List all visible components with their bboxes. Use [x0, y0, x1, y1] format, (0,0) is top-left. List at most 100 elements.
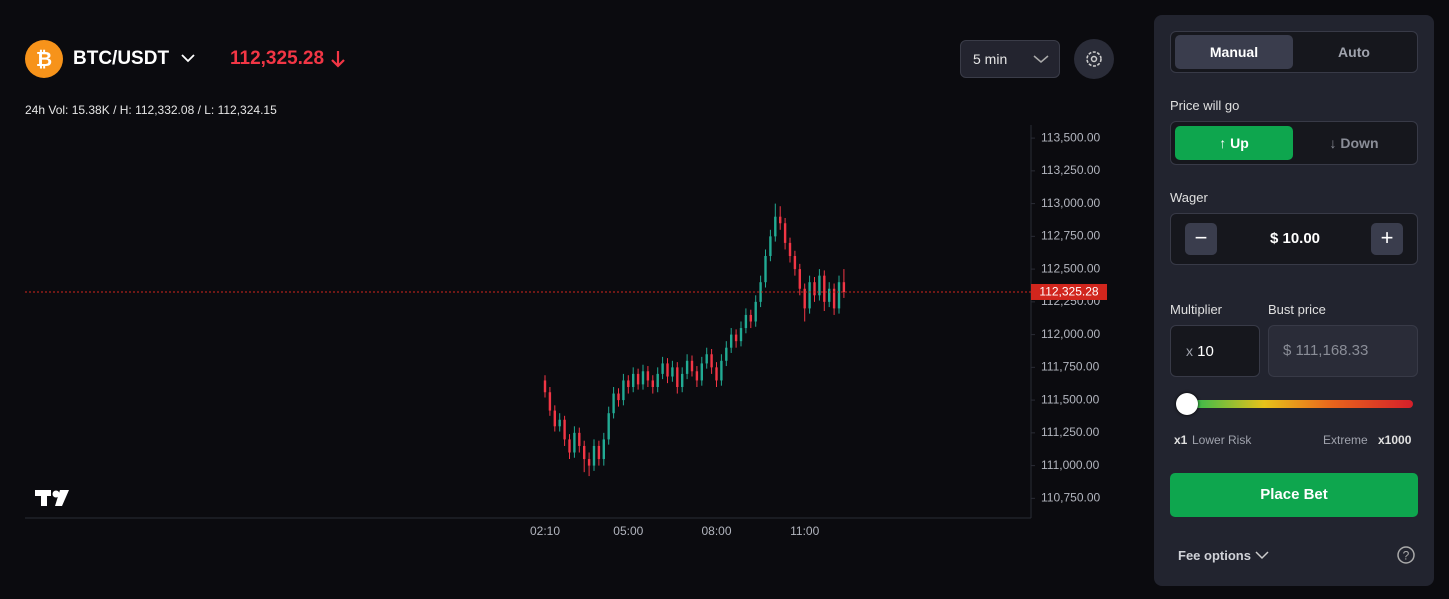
candle-body	[705, 354, 708, 364]
candle-body	[793, 256, 797, 270]
candle-body	[685, 360, 689, 374]
candle-body	[744, 314, 748, 329]
candle-body	[627, 380, 630, 387]
candle-body	[636, 373, 640, 385]
candle-body	[754, 301, 757, 322]
candle-body	[798, 269, 801, 289]
y-tick-label: 113,500.00	[1041, 130, 1100, 144]
candle-body	[656, 373, 659, 387]
x-tick-label: 02:10	[530, 524, 560, 538]
place-bet-button[interactable]: Place Bet	[1170, 473, 1418, 517]
slider-knob[interactable]	[1176, 393, 1198, 415]
y-tick-label: 110,750.00	[1041, 491, 1100, 505]
x-tick-label: 05:00	[613, 524, 643, 538]
candle-body	[779, 216, 782, 224]
wager-minus[interactable]: −	[1185, 223, 1217, 255]
candle-body	[617, 393, 620, 401]
y-tick-label: 111,250.00	[1041, 425, 1100, 439]
dropdown-chevron	[1033, 55, 1049, 63]
candle-body	[607, 413, 610, 440]
candle-body	[818, 275, 821, 296]
up-button[interactable]: ↑ Up	[1175, 126, 1293, 160]
interval-dropdown[interactable]: 5 min	[960, 40, 1060, 78]
interval: 5 min	[973, 51, 1008, 67]
candle-body	[681, 373, 684, 387]
candle-body	[597, 445, 601, 460]
candle-body	[725, 347, 728, 361]
y-tick-label: 111,500.00	[1041, 392, 1100, 406]
multiplier-input[interactable]: x 10	[1170, 325, 1260, 377]
up-label: Up	[1230, 135, 1249, 151]
risk-min: x1	[1174, 433, 1188, 447]
mode-tabs: Manual Auto	[1170, 31, 1418, 73]
y-tick-label: 113,000.00	[1041, 196, 1100, 210]
candle-body	[548, 392, 552, 411]
candle-body	[720, 360, 723, 381]
candle-body	[803, 288, 806, 309]
y-tick-label: 112,750.00	[1041, 229, 1100, 243]
candle-body	[837, 282, 841, 309]
candle-body	[671, 367, 674, 377]
candle-body	[558, 419, 561, 427]
price-down-arrow	[331, 51, 345, 68]
y-tick-label: 111,000.00	[1041, 458, 1100, 472]
candle-body	[583, 445, 586, 460]
help-icon[interactable]: ?	[1396, 545, 1416, 565]
candle-body	[695, 371, 699, 381]
tab-auto[interactable]: Auto	[1338, 44, 1370, 60]
bust-price: $ 111,168.33	[1268, 325, 1418, 377]
x-tick-label: 08:00	[701, 524, 731, 538]
direction-toggle: ↑ Up ↓ Down	[1170, 121, 1418, 165]
wager-plus[interactable]: +	[1371, 223, 1403, 255]
x-tick-label: 11:00	[790, 524, 819, 538]
candle-body	[783, 223, 787, 243]
candle-body	[730, 334, 733, 348]
settings-button[interactable]	[1074, 39, 1114, 79]
fee-options[interactable]: Fee options	[1178, 548, 1269, 563]
candle-body	[646, 371, 650, 381]
wager-value: $ 10.00	[1269, 230, 1321, 247]
fee-chevron	[1255, 551, 1269, 560]
candle-body	[739, 328, 743, 342]
candle-body	[823, 275, 826, 302]
y-tick-label: 112,000.00	[1041, 327, 1100, 341]
risk-slider[interactable]	[1184, 400, 1413, 408]
candle-body	[774, 216, 777, 237]
candle-body	[828, 288, 831, 302]
candle-body	[788, 242, 792, 256]
symbol-dropdown-icon[interactable]	[180, 52, 196, 64]
bust-label: Bust price	[1268, 302, 1326, 317]
y-tick-label: 113,250.00	[1041, 163, 1100, 177]
down-button[interactable]: ↓ Down	[1329, 135, 1379, 151]
candle-body	[553, 410, 556, 427]
risk-max-label: Extreme	[1323, 433, 1368, 447]
candle-body	[661, 363, 664, 374]
svg-text:?: ?	[1403, 549, 1410, 563]
candle-body	[641, 371, 645, 385]
candle-body	[612, 393, 615, 414]
wager-input[interactable]: − $ 10.00 +	[1170, 213, 1418, 265]
candle-body	[769, 236, 772, 256]
y-tick-label: 112,500.00	[1041, 261, 1100, 275]
candle-body	[578, 432, 581, 446]
candle-body	[587, 459, 591, 466]
tradingview-logo	[35, 490, 69, 506]
24h-stats: 24h Vol: 15.38K / H: 112,332.08 / L: 112…	[25, 103, 277, 117]
candle-body	[715, 367, 718, 381]
risk-max: x1000	[1378, 433, 1412, 447]
symbol[interactable]: BTC/USDT	[73, 48, 170, 69]
fee-options-label: Fee options	[1178, 548, 1251, 563]
candle-body	[808, 282, 811, 309]
candle-body	[563, 419, 566, 440]
candle-body	[813, 282, 816, 296]
candle-body	[632, 373, 635, 387]
multiplier-value: 10	[1197, 343, 1214, 360]
down-label: Down	[1340, 135, 1379, 151]
candle-body	[700, 363, 703, 381]
y-tick-label: 111,750.00	[1041, 360, 1100, 374]
btc-icon: ₿	[25, 40, 63, 78]
gear-icon	[1086, 51, 1102, 67]
tab-manual[interactable]: Manual	[1175, 35, 1293, 69]
